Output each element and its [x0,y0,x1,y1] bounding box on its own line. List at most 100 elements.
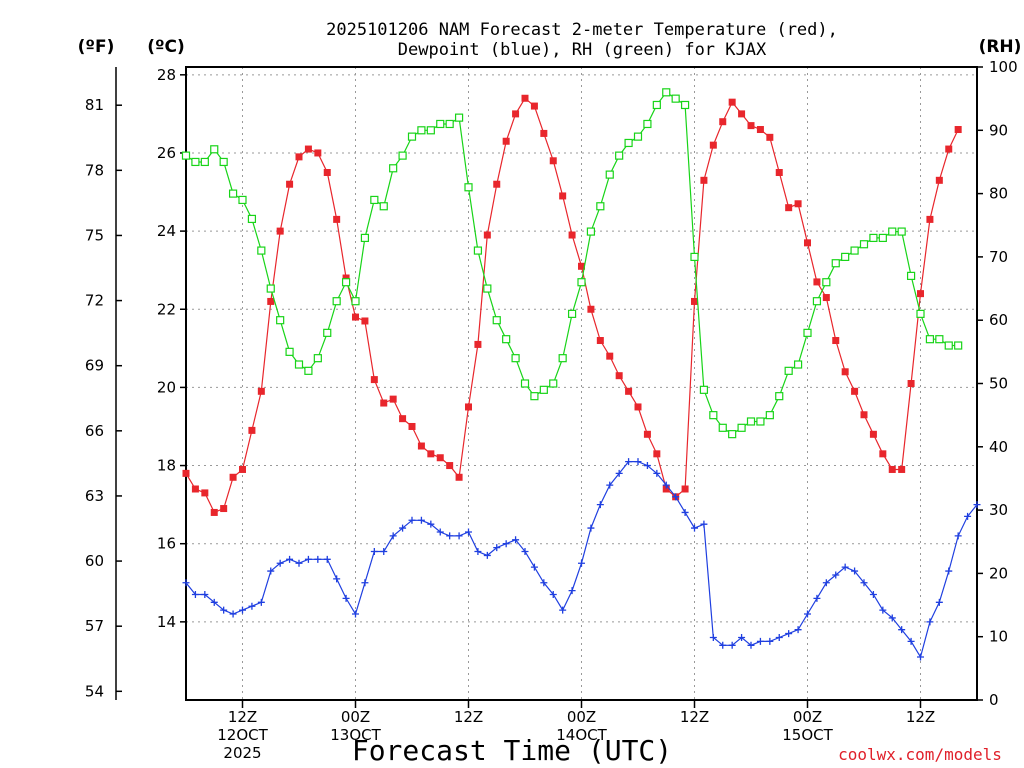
dewpoint-point [427,520,435,528]
rh-point [822,278,831,287]
fahrenheit-tick-label: 75 [85,226,104,244]
temperature-point [568,231,576,239]
dewpoint-point [643,462,651,470]
dewpoint-point [549,591,557,598]
source-credit[interactable]: coolwx.com/models [838,745,1002,764]
rh-point [181,151,191,160]
rh-point [586,227,596,236]
dewpoint-point [954,532,962,540]
fahrenheit-tick-label: 57 [85,617,104,635]
x-tick-label: 12Z [906,708,935,726]
temperature-point [408,422,416,430]
rh-point [954,341,963,350]
dewpoint-point [860,579,868,587]
dewpoint-point [540,579,548,587]
rh-point [615,151,624,160]
temperature-point [587,305,595,313]
temperature-point [935,176,943,184]
temperature-point [502,137,510,145]
dewpoint-point [596,501,604,509]
dewpoint-point [785,630,793,638]
temperature-point [342,274,350,282]
dewpoint-point [201,591,209,598]
celsius-tick-label: 14 [157,613,176,631]
rh-tick-label: 70 [989,248,1008,266]
dewpoint-point [220,606,228,614]
rh-point [888,227,897,236]
rh-tick-label: 60 [989,311,1008,329]
rh-point [228,189,238,198]
temperature-point [446,462,454,470]
rh-point [530,392,539,401]
temperature-point [643,430,651,438]
dewpoint-series [182,458,981,661]
rh-point [624,138,633,148]
rh-point [341,278,351,287]
temperature-point [182,469,190,477]
temperature-point [662,485,670,493]
dewpoint-point [530,563,538,571]
rh-point [652,100,661,110]
dewpoint-point [314,555,322,563]
rh-tick-label: 30 [989,501,1008,519]
rh-point [897,227,906,236]
temperature-point [427,450,435,458]
rh-point [549,379,558,388]
rh-point [247,214,257,224]
dewpoint-point [832,571,840,579]
rh-point [944,341,953,350]
temperature-point [625,387,633,395]
temperature-point [945,145,953,153]
dewpoint-point [907,637,915,645]
rh-point [633,132,643,141]
x-tick-label: 14OCT [556,726,607,744]
dewpoint-point [851,567,859,575]
dewpoint-point [794,626,802,634]
temperature-point [747,122,755,130]
rh-point [765,411,774,420]
chart-title-line2: Dewpoint (blue), RH (green) for KJAX [398,40,767,60]
dewpoint-point [973,501,981,509]
dewpoint-point [964,512,972,520]
rh-point [464,183,473,192]
rh-point [210,145,219,154]
x-tick-label: 15OCT [782,726,833,744]
temperature-point [286,180,294,188]
temperature-point [775,169,783,176]
dewpoint-point [512,536,520,544]
rh-point [294,360,304,369]
dewpoint-point [446,532,454,540]
dewpoint-point [672,493,680,501]
temperature-point [380,399,388,407]
temperature-point [766,133,774,141]
rh-point [859,240,869,249]
temperature-point [898,465,906,473]
rh-tick-label: 100 [989,58,1018,76]
plot-frame [185,66,978,701]
temperature-point [596,337,604,345]
temperature-point [417,442,425,450]
temperature-point [436,454,444,462]
temperature-point [851,387,859,395]
temperature-point [888,465,896,473]
rh-point [775,392,784,401]
temperature-point [304,145,312,153]
data-series [181,88,981,661]
rh-tick-label: 0 [989,691,999,709]
dewpoint-point [719,641,727,649]
temperature-point [615,372,623,380]
temperature-line [185,97,959,514]
temperature-series [182,94,962,516]
dewpoint-point [653,469,661,477]
rh-tick-label: 50 [989,375,1008,393]
temperature-point [248,426,256,434]
rh-point [313,354,322,363]
rh-point [935,335,944,344]
temperature-point [361,317,369,325]
fahrenheit-unit-label: (ºF) [78,37,115,57]
dewpoint-point [615,469,623,477]
fahrenheit-tick-label: 81 [85,96,104,114]
rh-point [351,297,360,306]
dewpoint-point [399,524,407,532]
rh-point [454,113,464,122]
